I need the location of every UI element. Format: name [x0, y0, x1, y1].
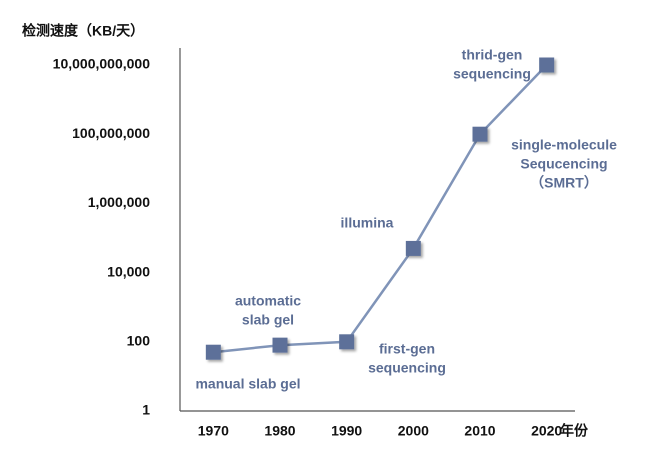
annotation: illumina	[341, 215, 394, 231]
point-marker	[272, 337, 288, 353]
y-tick-label: 10,000,000,000	[53, 56, 151, 72]
y-tick-label: 100,000,000	[72, 125, 150, 141]
annotation: slab gel	[242, 312, 294, 328]
series-line	[213, 64, 548, 354]
annotation: sequencing	[453, 66, 531, 82]
point-marker	[539, 57, 555, 73]
x-tick-label: 1980	[264, 423, 295, 439]
x-tick-label: 2010	[464, 423, 495, 439]
y-tick-label: 1,000,000	[88, 194, 150, 210]
point-marker	[205, 344, 221, 360]
x-tick-label: 1990	[331, 423, 362, 439]
y-axis-title: 检测速度（KB/天）	[22, 23, 144, 39]
y-tick-label: 100	[127, 333, 151, 349]
annotation: first-gen	[379, 341, 435, 357]
y-tick-label: 1	[142, 402, 150, 418]
annotation: manual slab gel	[195, 376, 300, 392]
x-tick-label: 2020	[531, 423, 562, 439]
x-tick-label: 2000	[398, 423, 429, 439]
annotation: thrid-gen	[462, 47, 523, 63]
point-marker	[405, 240, 421, 256]
annotation: single-molecule	[511, 137, 617, 153]
x-tick-label: 1970	[198, 423, 229, 439]
x-axis-title: 年份	[560, 423, 589, 439]
annotation: （SMRT）	[530, 175, 598, 191]
y-tick-label: 10,000	[107, 263, 150, 279]
annotation: automatic	[235, 293, 301, 309]
annotation: sequencing	[368, 360, 446, 376]
point-marker	[339, 334, 355, 350]
annotation: Sequcencing	[520, 156, 607, 172]
point-marker	[472, 126, 488, 142]
